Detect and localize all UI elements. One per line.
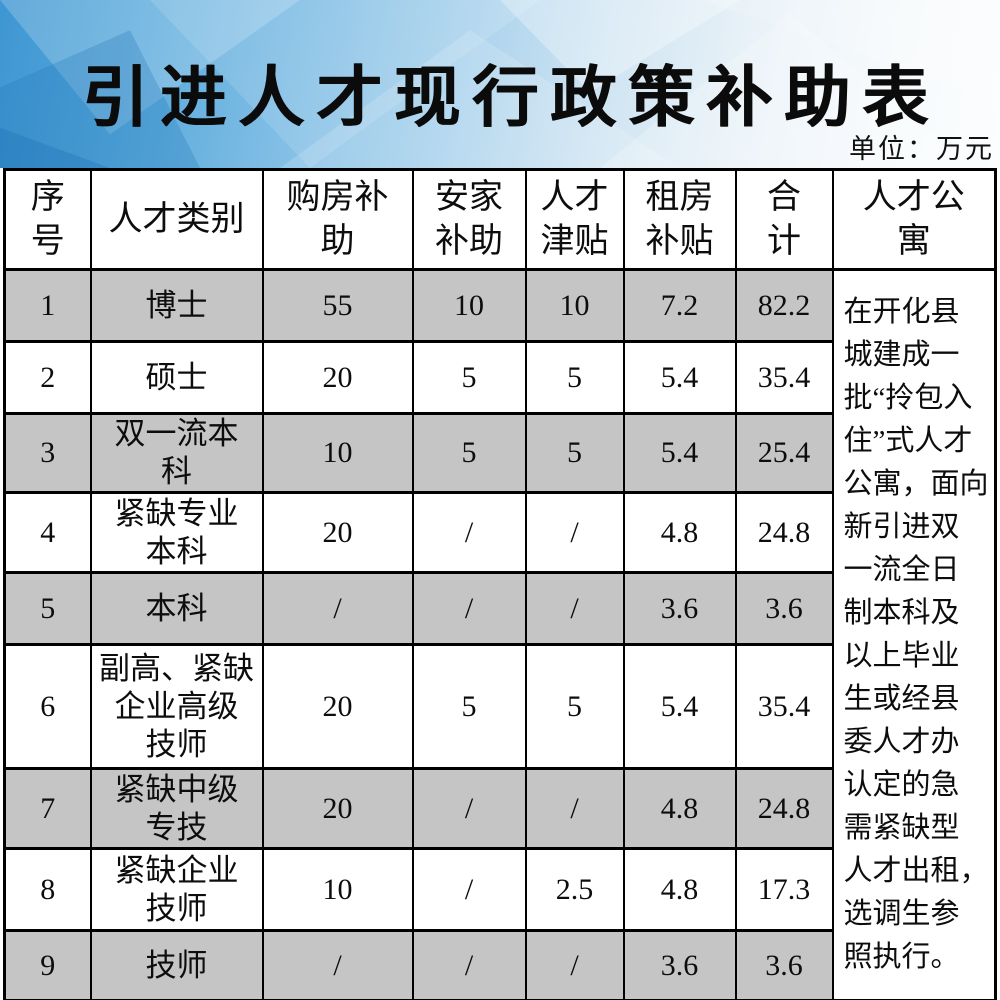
value-cell: 5	[524, 643, 625, 770]
table-row: 4 紧缺专业 本科 20//4.8 24.8	[3, 491, 996, 574]
value-cell: 2.5	[524, 847, 625, 932]
column-header-settlement: 安家 补助	[411, 168, 527, 271]
row-number-cell: 8	[3, 847, 92, 932]
talent-apartment-note: 在开化县 城建成一 批“拎包入 住”式人才 公寓，面向 新引进双 一流全日 制本…	[831, 268, 997, 1000]
value-cell: 20	[261, 491, 414, 574]
table-row: 1 博士 55 10 10 7.2 82.2 在开化县 城建成一 批“拎包入 住”式人才 公寓…	[3, 268, 997, 1000]
value-cell: 4.8	[622, 491, 737, 574]
value-cell: /	[411, 571, 527, 646]
value-cell: 5.4	[622, 340, 737, 415]
value-cell: 24.8	[734, 491, 834, 574]
value-cell: 5	[411, 340, 527, 415]
column-header-no: 序 号	[3, 168, 92, 271]
value-cell: 3.6	[734, 929, 834, 1000]
value-cell: 3.6	[622, 929, 737, 1000]
column-header-apartment: 人才公 寓	[831, 168, 997, 271]
category-cell: 硕士	[89, 340, 264, 415]
value-cell: /	[411, 929, 527, 1000]
value-cell: 5	[524, 412, 625, 494]
table-body: 1 博士 55 10 10 7.2 82.2 在开化县 城建成一 批“拎包入 住”式人才 公寓…	[3, 268, 997, 1000]
value-cell: /	[261, 929, 414, 1000]
category-cell: 紧缺企业 技师	[89, 847, 264, 932]
value-cell: /	[411, 847, 527, 932]
table-row: 5 本科 / //3.6 3.6	[3, 571, 996, 646]
category-cell: 紧缺中级 专技	[89, 767, 264, 850]
row-number-cell: 5	[3, 571, 92, 646]
value-cell: /	[524, 491, 625, 574]
category-cell: 紧缺专业 本科	[89, 491, 264, 574]
category-cell: 博士	[89, 268, 264, 343]
value-cell: 10	[261, 847, 414, 932]
category-cell: 技师	[89, 929, 264, 1000]
value-cell: 5.4	[622, 643, 737, 770]
value-cell: 20	[261, 643, 414, 770]
value-cell: 25.4	[734, 412, 834, 494]
column-header-total: 合 计	[734, 168, 834, 271]
table-row: 8 紧缺企业 技师 10/2.5 4.8 17.3	[3, 847, 996, 932]
value-cell: 82.2	[734, 268, 834, 343]
row-number-cell: 9	[3, 929, 92, 1000]
table-row: 2 硕士 20 5 5 5.4 35.4	[3, 340, 996, 415]
row-number-cell: 4	[3, 491, 92, 574]
value-cell: /	[524, 571, 625, 646]
value-cell: 35.4	[734, 643, 834, 770]
value-cell: 3.6	[622, 571, 737, 646]
category-cell: 副高、紧缺 企业高级 技师	[89, 643, 264, 770]
column-header-category: 人才类别	[89, 168, 264, 271]
value-cell: 5	[411, 643, 527, 770]
value-cell: 10	[411, 268, 527, 343]
value-cell: /	[524, 767, 625, 850]
column-header-allowance: 人才 津贴	[524, 168, 625, 271]
value-cell: 10	[524, 268, 625, 343]
row-number-cell: 3	[3, 412, 92, 494]
column-header-house-purchase: 购房补 助	[261, 168, 414, 271]
category-cell: 双一流本 科	[89, 412, 264, 494]
value-cell: 20	[261, 340, 414, 415]
row-number-cell: 2	[3, 340, 92, 415]
row-number-cell: 7	[3, 767, 92, 850]
value-cell: 5	[524, 340, 625, 415]
subsidy-table: 序 号 人才类别 购房补 助 安家 补助 人才 津贴 租房 补贴 合 计 人才公…	[3, 168, 997, 1000]
category-cell: 本科	[89, 571, 264, 646]
value-cell: /	[411, 491, 527, 574]
value-cell: 20	[261, 767, 414, 850]
value-cell: /	[261, 571, 414, 646]
value-cell: 5	[411, 412, 527, 494]
row-number-cell: 1	[3, 268, 92, 343]
value-cell: 55	[261, 268, 414, 343]
value-cell: 17.3	[734, 847, 834, 932]
table-header: 序 号 人才类别 购房补 助 安家 补助 人才 津贴 租房 补贴 合 计 人才公…	[3, 168, 997, 271]
table-row: 3 双一流本 科 10 5 5 5.4 25.4	[3, 412, 996, 494]
value-cell: 4.8	[622, 847, 737, 932]
column-header-rent: 租房 补贴	[622, 168, 737, 271]
value-cell: /	[411, 767, 527, 850]
page-title: 引进人才现行政策补助表	[82, 62, 940, 135]
value-cell: 10	[261, 412, 414, 494]
row-number-cell: 6	[3, 643, 92, 770]
header-row: 序 号 人才类别 购房补 助 安家 补助 人才 津贴 租房 补贴 合 计 人才公…	[3, 168, 997, 271]
value-cell: 24.8	[734, 767, 834, 850]
unit-label: 单位：万元	[849, 134, 994, 164]
table-row: 9 技师 / //3.6 3.6	[3, 929, 996, 1000]
value-cell: 3.6	[734, 571, 834, 646]
value-cell: 4.8	[622, 767, 737, 850]
table-row: 7 紧缺中级 专技 20//4.8 24.8	[3, 767, 996, 850]
value-cell: 5.4	[622, 412, 737, 494]
table-row: 6 副高、紧缺 企业高级 技师 20 5 5 5.4 35.4	[3, 643, 996, 770]
value-cell: /	[524, 929, 625, 1000]
banner: 引进人才现行政策补助表 单位：万元	[0, 0, 1000, 168]
value-cell: 7.2	[622, 268, 737, 343]
value-cell: 35.4	[734, 340, 834, 415]
